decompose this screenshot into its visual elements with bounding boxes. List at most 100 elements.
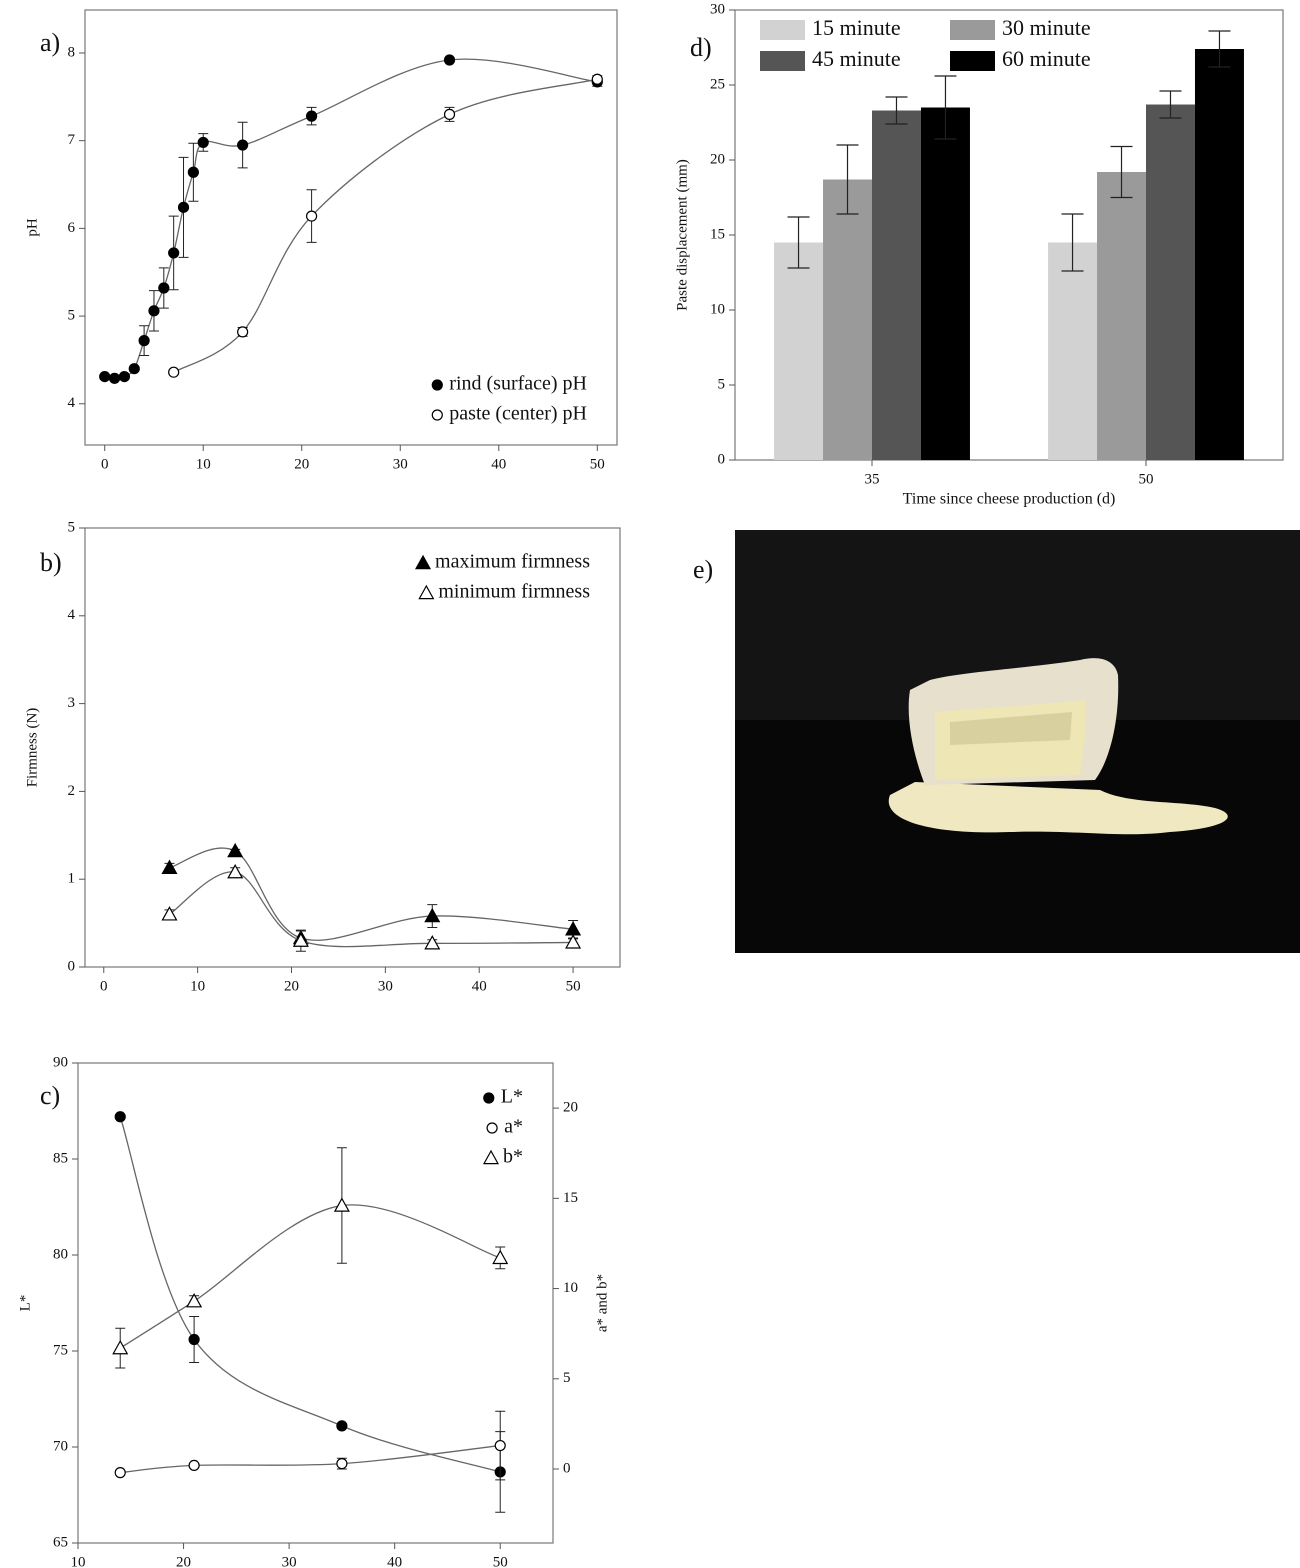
error-bar bbox=[1061, 213, 1084, 272]
y-tick-label: 65 bbox=[53, 1534, 68, 1550]
bar bbox=[1194, 49, 1244, 460]
error-bar bbox=[1208, 30, 1231, 68]
y2-tick-label: 0 bbox=[563, 1460, 571, 1476]
legend-label: 30 minute bbox=[1002, 15, 1091, 40]
x-tick-label: 50 bbox=[493, 1554, 508, 1568]
legend-label: a* bbox=[504, 1116, 523, 1138]
marker bbox=[197, 136, 209, 149]
y-axis-title: Paste displacement (mm) bbox=[674, 159, 690, 311]
y2-tick-label: 5 bbox=[563, 1370, 571, 1386]
y-tick-label: 70 bbox=[53, 1438, 68, 1454]
y-tick-label: 10 bbox=[710, 301, 725, 317]
y-tick-label: 3 bbox=[68, 695, 76, 711]
error-bar bbox=[934, 75, 957, 140]
marker bbox=[443, 54, 456, 66]
x-tick-label: 35 bbox=[865, 471, 880, 487]
photo bbox=[735, 530, 1300, 953]
y-tick-label: 15 bbox=[710, 226, 725, 242]
marker bbox=[424, 907, 441, 923]
y-axis-title: pH bbox=[24, 218, 40, 237]
marker bbox=[305, 110, 318, 122]
marker bbox=[336, 1458, 348, 1470]
x-tick-label: 50 bbox=[566, 978, 581, 994]
y-axis-title: Firmness (N) bbox=[24, 708, 40, 788]
x-tick-label: 10 bbox=[196, 456, 211, 472]
y-tick-label: 5 bbox=[68, 519, 76, 535]
y-tick-label: 25 bbox=[710, 76, 725, 92]
x-tick-label: 10 bbox=[71, 1554, 86, 1568]
error-bar bbox=[836, 144, 859, 215]
x-tick-label: 50 bbox=[590, 456, 605, 472]
marker bbox=[168, 366, 180, 378]
y-tick-label: 75 bbox=[53, 1342, 68, 1358]
marker bbox=[237, 326, 249, 338]
bar bbox=[872, 110, 921, 460]
legend-swatch bbox=[950, 20, 995, 40]
y-tick-label: 85 bbox=[53, 1150, 68, 1166]
legend-swatch bbox=[950, 51, 995, 71]
fit-curve bbox=[119, 1116, 501, 1473]
legend-marker bbox=[418, 584, 435, 600]
marker bbox=[188, 1459, 200, 1472]
error-bar bbox=[1159, 90, 1182, 119]
y-tick-label: 80 bbox=[53, 1246, 68, 1262]
legend-swatch bbox=[760, 20, 805, 40]
fit-curve bbox=[169, 847, 574, 941]
y2-tick-label: 15 bbox=[563, 1190, 578, 1206]
y-tick-label: 0 bbox=[68, 958, 76, 974]
x-tick-label: 40 bbox=[387, 1554, 402, 1568]
bar bbox=[1146, 104, 1195, 460]
bar bbox=[774, 242, 824, 460]
y-tick-label: 5 bbox=[68, 308, 76, 324]
legend-label: b* bbox=[503, 1146, 523, 1168]
y-tick-label: 5 bbox=[718, 376, 726, 392]
plot-frame bbox=[84, 527, 621, 968]
x-tick-label: 40 bbox=[491, 456, 506, 472]
marker bbox=[114, 1111, 126, 1123]
marker bbox=[112, 1339, 129, 1355]
panel-label: a) bbox=[40, 28, 60, 57]
fit-curve bbox=[104, 58, 598, 379]
error-bar bbox=[787, 216, 810, 269]
marker bbox=[227, 842, 244, 858]
marker bbox=[591, 73, 603, 85]
x-axis-title: Time since cheese production (d) bbox=[903, 491, 1116, 508]
marker bbox=[161, 859, 178, 874]
x-tick-label: 20 bbox=[176, 1554, 191, 1568]
marker bbox=[187, 166, 199, 178]
marker bbox=[99, 370, 111, 383]
x-tick-label: 50 bbox=[1139, 471, 1154, 487]
legend-label: minimum firmness bbox=[438, 581, 590, 603]
bar bbox=[1097, 172, 1146, 460]
fit-curve bbox=[173, 78, 598, 373]
bar bbox=[920, 107, 970, 460]
marker bbox=[565, 934, 582, 949]
marker bbox=[443, 108, 456, 120]
y-tick-label: 8 bbox=[68, 44, 76, 60]
y-tick-label: 4 bbox=[68, 607, 76, 623]
fit-curve bbox=[120, 1444, 501, 1474]
y-tick-label: 90 bbox=[53, 1054, 68, 1070]
panel-label: c) bbox=[40, 1081, 60, 1110]
x-tick-label: 30 bbox=[378, 978, 393, 994]
marker bbox=[108, 372, 121, 384]
photo-cavity bbox=[950, 712, 1072, 745]
x-tick-label: 30 bbox=[282, 1554, 297, 1568]
y2-tick-label: 10 bbox=[563, 1280, 578, 1296]
y2-axis-title: a* and b* bbox=[594, 1274, 610, 1332]
x-tick-label: 0 bbox=[100, 978, 108, 994]
plot-frame bbox=[84, 9, 618, 446]
marker bbox=[138, 335, 150, 347]
marker bbox=[148, 305, 160, 317]
y-tick-label: 7 bbox=[68, 132, 76, 148]
legend-marker bbox=[483, 1092, 495, 1104]
legend-label: 45 minute bbox=[812, 46, 901, 71]
marker bbox=[292, 932, 309, 947]
marker bbox=[336, 1420, 348, 1432]
y-tick-label: 30 bbox=[710, 1, 725, 17]
plot-frame bbox=[77, 1062, 554, 1544]
marker bbox=[128, 363, 140, 375]
legend-label: paste (center) pH bbox=[449, 403, 587, 425]
y-tick-label: 6 bbox=[68, 220, 76, 236]
